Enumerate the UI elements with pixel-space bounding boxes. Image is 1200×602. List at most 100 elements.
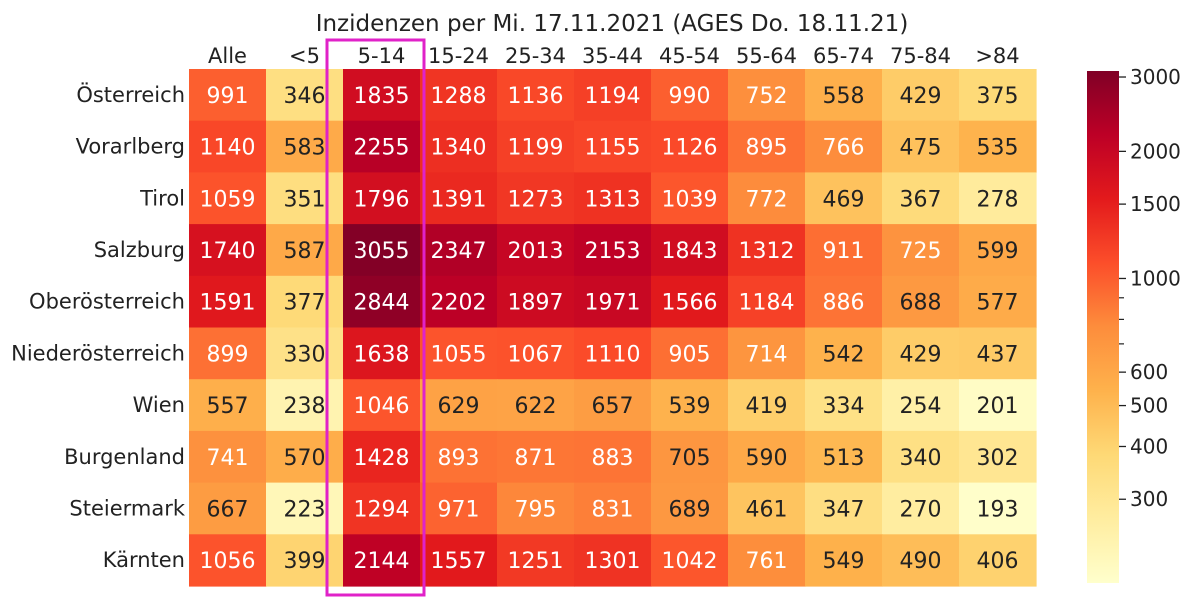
cell-value: 201 — [977, 394, 1019, 419]
row-labels: Österreich Vorarlberg Tirol Salzburg Oberöst… — [11, 82, 186, 572]
cell-value: 1059 — [200, 187, 256, 212]
heatmap-cell — [805, 534, 883, 587]
heatmap-cell — [420, 120, 498, 173]
heatmap-cell — [728, 275, 806, 329]
cell-value: 905 — [669, 342, 711, 367]
heatmap-cell — [651, 327, 729, 380]
column-label: 35-44 — [582, 44, 643, 68]
colorbar-ticks: 3000 2000 1500 1000 600 500 400 300 — [1119, 65, 1181, 511]
heatmap-cell — [266, 534, 344, 587]
column-label: 65-74 — [813, 44, 874, 68]
cell-value: 871 — [515, 446, 557, 471]
cell-value: 1971 — [585, 291, 641, 316]
cell-value: 475 — [900, 136, 942, 161]
heatmap-cell — [805, 120, 883, 173]
cell-value: 570 — [284, 446, 326, 471]
cell-value: 705 — [669, 446, 711, 471]
heatmap-cell — [266, 120, 344, 173]
cell-value: 831 — [592, 497, 634, 522]
row-label: Salzburg — [94, 238, 185, 262]
heatmap-cell — [574, 275, 652, 329]
cell-value: 535 — [977, 136, 1019, 161]
heatmap-cell — [574, 430, 652, 484]
heatmap-cell — [343, 430, 421, 484]
heatmap-cell — [189, 482, 267, 535]
cell-value: 2144 — [354, 549, 410, 574]
heatmap-cell — [651, 224, 729, 277]
cell-value: 1184 — [739, 291, 795, 316]
cell-value: 1039 — [662, 187, 718, 212]
cell-value: 1835 — [354, 84, 410, 109]
cell-value: 741 — [207, 446, 249, 471]
heatmap-cell — [420, 379, 498, 432]
heatmap-cell — [651, 482, 729, 535]
cell-value: 330 — [284, 342, 326, 367]
heatmap-cell — [728, 327, 806, 380]
cell-value: 2153 — [585, 239, 641, 264]
heatmap-cell — [266, 69, 344, 122]
heatmap-cell — [728, 224, 806, 277]
row-label: Tirol — [139, 186, 185, 210]
heatmap-cell — [189, 275, 267, 329]
cell-value: 513 — [823, 446, 865, 471]
heatmap-cells — [189, 69, 1037, 587]
colorbar-tick-label: 3000 — [1130, 65, 1181, 89]
cell-value: 1557 — [431, 549, 487, 574]
heatmap-cell — [805, 172, 883, 225]
heatmap-cell — [959, 379, 1037, 432]
cell-value: 1312 — [739, 239, 795, 264]
cell-value: 1136 — [508, 84, 564, 109]
heatmap-cell — [497, 534, 575, 587]
heatmap-cell — [574, 120, 652, 173]
row-label: Österreich — [76, 82, 185, 107]
heatmap-cell — [420, 534, 498, 587]
heatmap-cell — [574, 69, 652, 122]
cell-value: 302 — [977, 446, 1019, 471]
cell-value: 2202 — [431, 291, 487, 316]
heatmap-cell — [497, 275, 575, 329]
heatmap-cell — [805, 224, 883, 277]
heatmap-cell — [651, 172, 729, 225]
cell-value: 583 — [284, 136, 326, 161]
heatmap-cell — [728, 120, 806, 173]
heatmap-cell — [343, 172, 421, 225]
cell-value: 1740 — [200, 239, 256, 264]
cell-value: 1566 — [662, 291, 718, 316]
cell-value: 714 — [746, 342, 788, 367]
heatmap-cell — [882, 327, 960, 380]
cell-value: 1428 — [354, 446, 410, 471]
column-label: <5 — [289, 44, 320, 68]
cell-value: 1155 — [585, 136, 641, 161]
heatmap-cell — [574, 224, 652, 277]
colorbar-tick-label: 400 — [1130, 434, 1168, 458]
heatmap-cell — [651, 430, 729, 484]
row-label: Kärnten — [103, 548, 185, 572]
column-label: 55-64 — [736, 44, 797, 68]
cell-value: 270 — [900, 497, 942, 522]
cell-value: 1055 — [431, 342, 487, 367]
cell-value: 238 — [284, 394, 326, 419]
cell-value: 1067 — [508, 342, 564, 367]
heatmap-cell — [343, 69, 421, 122]
heatmap-cell — [959, 172, 1037, 225]
heatmap-cell — [574, 379, 652, 432]
heatmap-cell — [651, 275, 729, 329]
heatmap-cell — [959, 482, 1037, 535]
cell-value: 419 — [746, 394, 788, 419]
cell-value: 911 — [823, 239, 865, 264]
cell-value: 688 — [900, 291, 942, 316]
heatmap-cell — [189, 327, 267, 380]
cell-value: 539 — [669, 394, 711, 419]
cell-value: 558 — [823, 84, 865, 109]
heatmap-cell — [728, 430, 806, 484]
colorbar-tick-label: 600 — [1130, 360, 1168, 384]
cell-value: 254 — [900, 394, 942, 419]
cell-value: 542 — [823, 342, 865, 367]
cell-value: 2347 — [431, 239, 487, 264]
cell-value: 1313 — [585, 187, 641, 212]
cell-value: 1288 — [431, 84, 487, 109]
heatmap-cell — [189, 172, 267, 225]
cell-value: 971 — [438, 497, 480, 522]
heatmap-cell — [497, 327, 575, 380]
cell-value: 1251 — [508, 549, 564, 574]
